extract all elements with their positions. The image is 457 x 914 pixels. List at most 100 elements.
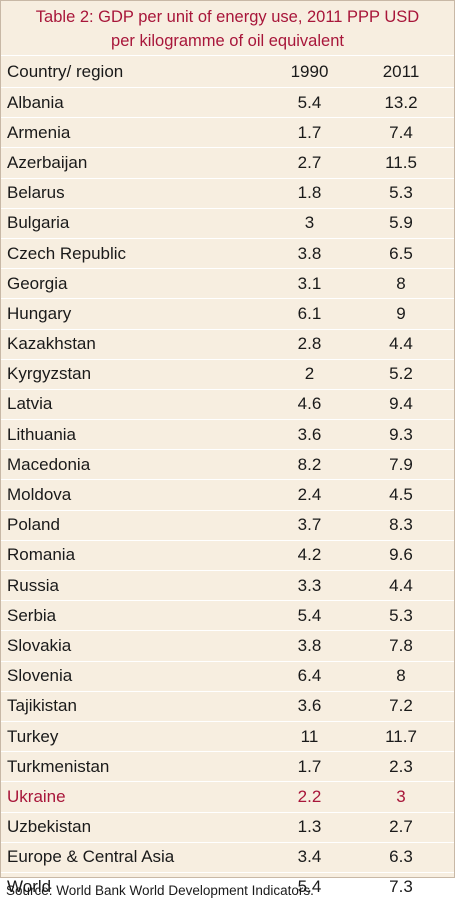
row-value-1990: 2 <box>259 358 356 390</box>
row-country-name: Turkey <box>1 720 259 752</box>
row-country-name: Moldova <box>1 479 259 511</box>
row-value-2011: 9.3 <box>356 419 454 450</box>
table-row: World 5.4 7.3 <box>1 871 454 903</box>
row-country-name: Hungary <box>1 298 259 329</box>
table-title-line-2: per kilogramme of oil equivalent <box>111 32 344 50</box>
row-value-2011: 9.6 <box>356 539 454 571</box>
row-value-1990: 3.4 <box>259 841 356 873</box>
row-country-name: Serbia <box>1 600 259 631</box>
table-row: Azerbaijan 2.7 11.5 <box>1 147 454 179</box>
row-value-1990: 1.3 <box>259 811 356 843</box>
row-value-1990: 2.8 <box>259 328 356 360</box>
row-value-1990: 3.1 <box>259 268 356 299</box>
row-country-name: Latvia <box>1 388 259 420</box>
table-row: Uzbekistan 1.3 2.7 <box>1 811 454 843</box>
row-value-2011: 11.7 <box>356 720 454 752</box>
row-value-2011: 3 <box>356 781 454 812</box>
row-value-1990: 3.3 <box>259 569 356 601</box>
row-country-name: Kyrgyzstan <box>1 358 259 390</box>
row-country-name: Belarus <box>1 177 259 209</box>
table-row: Albania 5.4 13.2 <box>1 86 454 118</box>
row-value-2011: 8.3 <box>356 509 454 541</box>
row-country-name: Bulgaria <box>1 207 259 239</box>
row-value-1990: 4.2 <box>259 539 356 571</box>
row-value-1990: 5.4 <box>259 86 356 118</box>
row-value-2011: 5.3 <box>356 177 454 209</box>
row-country-name: Lithuania <box>1 419 259 450</box>
row-value-2011: 13.2 <box>356 86 454 118</box>
row-value-2011: 2.3 <box>356 751 454 782</box>
table-row: Bulgaria 3 5.9 <box>1 207 454 239</box>
column-header-1990: 1990 <box>259 55 356 88</box>
gdp-energy-table: Country/ region 1990 2011 Albania 5.4 13.2… <box>1 55 454 903</box>
table-title-line-1: Table 2: GDP per unit of energy use, 201… <box>35 8 420 26</box>
row-country-name: Ukraine <box>1 781 259 812</box>
row-value-2011: 6.3 <box>356 841 454 873</box>
row-value-1990: 3 <box>259 207 356 239</box>
row-value-1990: 3.7 <box>259 509 356 541</box>
row-value-2011: 11.5 <box>356 147 454 179</box>
column-header-2011: 2011 <box>356 55 454 88</box>
row-country-name: Albania <box>1 86 259 118</box>
row-value-1990: 3.8 <box>259 237 356 269</box>
row-country-name: Azerbaijan <box>1 147 259 179</box>
row-country-name: Slovenia <box>1 660 259 692</box>
row-country-name: Tajikistan <box>1 690 259 722</box>
table-row: Belarus 1.8 5.3 <box>1 177 454 209</box>
row-value-2011: 7.4 <box>356 117 454 148</box>
table-row: Tajikistan 3.6 7.2 <box>1 690 454 722</box>
row-value-1990: 8.2 <box>259 449 356 480</box>
table-row: Europe & Central Asia 3.4 6.3 <box>1 841 454 873</box>
row-value-1990: 1.7 <box>259 751 356 782</box>
row-value-1990: 6.4 <box>259 660 356 692</box>
row-value-1990: 5.4 <box>259 600 356 631</box>
table-row: Latvia 4.6 9.4 <box>1 388 454 420</box>
table-row: Slovenia 6.4 8 <box>1 660 454 692</box>
row-value-2011: 7.2 <box>356 690 454 722</box>
table-row: Moldova 2.4 4.5 <box>1 479 454 511</box>
table-row: Turkmenistan 1.7 2.3 <box>1 751 454 782</box>
row-value-2011: 6.5 <box>356 237 454 269</box>
table-row: Slovakia 3.8 7.8 <box>1 630 454 662</box>
table-row: Lithuania 3.6 9.3 <box>1 419 454 450</box>
row-country-name: Europe & Central Asia <box>1 841 259 873</box>
row-value-1990: 2.4 <box>259 479 356 511</box>
row-value-1990: 3.6 <box>259 419 356 450</box>
row-value-1990: 4.6 <box>259 388 356 420</box>
row-value-2011: 2.7 <box>356 811 454 843</box>
row-value-2011: 7.3 <box>356 871 454 903</box>
row-country-name: Slovakia <box>1 630 259 662</box>
row-country-name: Romania <box>1 539 259 571</box>
table-body: Albania 5.4 13.2 Armenia 1.7 7.4 Azerbaijan 2.7… <box>1 86 454 903</box>
row-country-name: Georgia <box>1 268 259 299</box>
row-value-2011: 4.4 <box>356 569 454 601</box>
row-value-2011: 5.9 <box>356 207 454 239</box>
row-country-name: Uzbekistan <box>1 811 259 843</box>
row-value-2011: 5.3 <box>356 600 454 631</box>
row-value-1990: 11 <box>259 720 356 752</box>
source-note: Source: World Bank World Development Ind… <box>6 883 314 898</box>
row-country-name: Macedonia <box>1 449 259 480</box>
table-row: Russia 3.3 4.4 <box>1 569 454 601</box>
table-title: Table 2: GDP per unit of energy use, 201… <box>1 1 454 55</box>
row-value-2011: 7.9 <box>356 449 454 480</box>
row-value-1990: 2.7 <box>259 147 356 179</box>
row-value-2011: 9.4 <box>356 388 454 420</box>
table-row: Macedonia 8.2 7.9 <box>1 449 454 480</box>
row-value-1990: 3.8 <box>259 630 356 662</box>
row-value-1990: 6.1 <box>259 298 356 329</box>
table-row: Hungary 6.1 9 <box>1 298 454 329</box>
row-country-name: Turkmenistan <box>1 751 259 782</box>
row-value-2011: 4.5 <box>356 479 454 511</box>
row-value-1990: 3.6 <box>259 690 356 722</box>
row-value-1990: 5.4 <box>259 871 356 903</box>
row-country-name: Poland <box>1 509 259 541</box>
row-country-name: Czech Republic <box>1 237 259 269</box>
table-row: Czech Republic 3.8 6.5 <box>1 237 454 269</box>
row-country-name: Armenia <box>1 117 259 148</box>
row-country-name: World <box>1 871 259 903</box>
row-country-name: Kazakhstan <box>1 328 259 360</box>
table-row: Serbia 5.4 5.3 <box>1 600 454 631</box>
row-value-1990: 1.7 <box>259 117 356 148</box>
